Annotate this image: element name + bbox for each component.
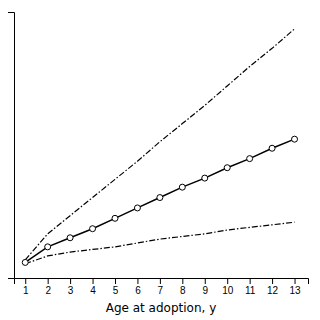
x-tick: 13: [289, 278, 301, 296]
series-point: [45, 244, 51, 250]
x-tick: 5: [113, 278, 119, 296]
series-point: [269, 145, 275, 151]
series-point: [247, 156, 253, 162]
x-tick-label: 4: [90, 285, 96, 296]
plot-area: 12345678910111213: [8, 13, 309, 297]
x-tick-label: 8: [180, 285, 186, 296]
series-line: [25, 139, 294, 262]
x-tick-mark: [227, 278, 228, 284]
x-tick: 12: [267, 278, 279, 296]
x-tick-mark: [93, 278, 94, 284]
x-tick-mark: [115, 278, 116, 284]
chart: 12345678910111213Age at adoption, y: [0, 0, 320, 320]
series-point: [179, 184, 185, 190]
series-point: [22, 259, 28, 265]
x-axis: 12345678910111213: [15, 278, 309, 296]
x-tick: 10: [222, 278, 234, 296]
series-point: [112, 215, 118, 221]
x-tick: 1: [23, 278, 29, 296]
x-tick: 4: [90, 278, 96, 296]
x-tick: 8: [180, 278, 186, 296]
x-tick-mark: [205, 278, 206, 284]
series-point: [292, 136, 298, 142]
x-tick-label: 3: [68, 285, 74, 296]
x-tick-mark: [48, 278, 49, 284]
x-tick-label: 7: [158, 285, 164, 296]
series-point: [67, 235, 73, 241]
x-tick-label: 13: [289, 285, 301, 296]
y-axis-line: [8, 13, 15, 279]
x-tick: 2: [45, 278, 51, 296]
x-tick-label: 5: [113, 285, 119, 296]
marks: [22, 29, 297, 266]
series-line: [25, 29, 294, 260]
x-tick-mark: [250, 278, 251, 284]
x-tick-mark: [25, 278, 26, 284]
y-axis: [8, 13, 15, 279]
x-tick-label: 1: [23, 285, 29, 296]
x-tick-mark: [272, 278, 273, 284]
x-tick-label: 12: [267, 285, 279, 296]
x-tick: 9: [202, 278, 208, 296]
x-axis-label: Age at adoption, y: [106, 301, 217, 315]
series-point: [202, 175, 208, 181]
x-tick-mark: [160, 278, 161, 284]
x-tick-mark: [182, 278, 183, 284]
x-tick: 3: [68, 278, 74, 296]
x-tick-label: 9: [202, 285, 208, 296]
series-point: [224, 165, 230, 171]
series-point: [134, 205, 140, 211]
x-tick-mark: [295, 278, 296, 284]
series-line: [25, 222, 294, 264]
x-tick-label: 10: [222, 285, 234, 296]
x-axis-line: [15, 279, 309, 285]
series-point: [157, 195, 163, 201]
x-tick: 11: [245, 278, 256, 296]
x-tick-label: 2: [45, 285, 51, 296]
series-point: [90, 226, 96, 232]
x-tick-mark: [137, 278, 138, 284]
x-tick-label: 6: [135, 285, 141, 296]
x-tick: 6: [135, 278, 141, 296]
x-tick-label: 11: [245, 285, 256, 296]
x-tick: 7: [158, 278, 164, 296]
x-tick-mark: [70, 278, 71, 284]
